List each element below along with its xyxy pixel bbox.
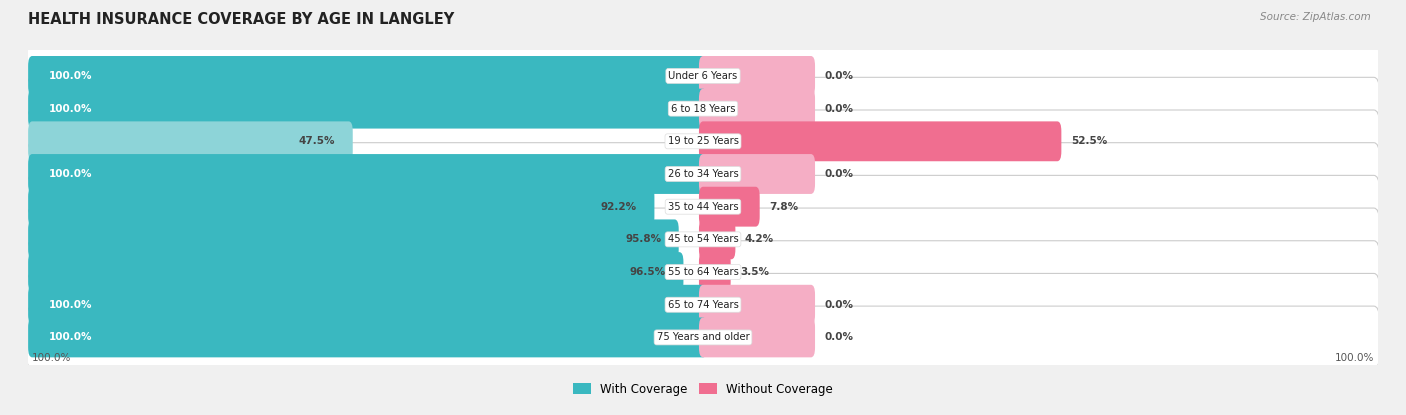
Text: Under 6 Years: Under 6 Years <box>668 71 738 81</box>
FancyBboxPatch shape <box>27 208 1379 271</box>
Text: 100.0%: 100.0% <box>48 104 91 114</box>
FancyBboxPatch shape <box>28 187 654 227</box>
Text: 96.5%: 96.5% <box>630 267 666 277</box>
FancyBboxPatch shape <box>28 285 707 325</box>
FancyBboxPatch shape <box>699 89 815 129</box>
Text: 65 to 74 Years: 65 to 74 Years <box>668 300 738 310</box>
Text: 26 to 34 Years: 26 to 34 Years <box>668 169 738 179</box>
Text: 0.0%: 0.0% <box>824 332 853 342</box>
Text: 4.2%: 4.2% <box>745 234 773 244</box>
FancyBboxPatch shape <box>699 56 815 96</box>
Text: 19 to 25 Years: 19 to 25 Years <box>668 136 738 146</box>
Text: 100.0%: 100.0% <box>48 71 91 81</box>
FancyBboxPatch shape <box>699 252 731 292</box>
FancyBboxPatch shape <box>699 154 815 194</box>
Text: 45 to 54 Years: 45 to 54 Years <box>668 234 738 244</box>
Text: 100.0%: 100.0% <box>48 300 91 310</box>
FancyBboxPatch shape <box>27 273 1379 336</box>
Text: 6 to 18 Years: 6 to 18 Years <box>671 104 735 114</box>
Text: 95.8%: 95.8% <box>626 234 661 244</box>
FancyBboxPatch shape <box>699 187 759 227</box>
FancyBboxPatch shape <box>699 317 815 357</box>
FancyBboxPatch shape <box>27 110 1379 173</box>
FancyBboxPatch shape <box>28 220 679 259</box>
FancyBboxPatch shape <box>28 89 707 129</box>
FancyBboxPatch shape <box>28 317 707 357</box>
Text: 100.0%: 100.0% <box>32 353 72 363</box>
Text: 100.0%: 100.0% <box>48 169 91 179</box>
Text: 47.5%: 47.5% <box>298 136 335 146</box>
Text: 7.8%: 7.8% <box>769 202 799 212</box>
FancyBboxPatch shape <box>28 252 683 292</box>
Legend: With Coverage, Without Coverage: With Coverage, Without Coverage <box>568 378 838 400</box>
FancyBboxPatch shape <box>27 306 1379 369</box>
FancyBboxPatch shape <box>27 176 1379 238</box>
FancyBboxPatch shape <box>27 77 1379 140</box>
FancyBboxPatch shape <box>27 143 1379 205</box>
Text: Source: ZipAtlas.com: Source: ZipAtlas.com <box>1260 12 1371 22</box>
FancyBboxPatch shape <box>699 121 1062 161</box>
Text: 0.0%: 0.0% <box>824 104 853 114</box>
FancyBboxPatch shape <box>27 45 1379 107</box>
Text: 0.0%: 0.0% <box>824 71 853 81</box>
Text: 55 to 64 Years: 55 to 64 Years <box>668 267 738 277</box>
Text: HEALTH INSURANCE COVERAGE BY AGE IN LANGLEY: HEALTH INSURANCE COVERAGE BY AGE IN LANG… <box>28 12 454 27</box>
FancyBboxPatch shape <box>27 241 1379 303</box>
FancyBboxPatch shape <box>28 154 707 194</box>
Text: 92.2%: 92.2% <box>600 202 637 212</box>
Text: 100.0%: 100.0% <box>1334 353 1374 363</box>
Text: 52.5%: 52.5% <box>1071 136 1107 146</box>
Text: 0.0%: 0.0% <box>824 169 853 179</box>
Text: 100.0%: 100.0% <box>48 332 91 342</box>
Text: 75 Years and older: 75 Years and older <box>657 332 749 342</box>
FancyBboxPatch shape <box>28 56 707 96</box>
FancyBboxPatch shape <box>699 220 735 259</box>
Text: 35 to 44 Years: 35 to 44 Years <box>668 202 738 212</box>
FancyBboxPatch shape <box>28 121 353 161</box>
Text: 3.5%: 3.5% <box>740 267 769 277</box>
FancyBboxPatch shape <box>699 285 815 325</box>
Text: 0.0%: 0.0% <box>824 300 853 310</box>
